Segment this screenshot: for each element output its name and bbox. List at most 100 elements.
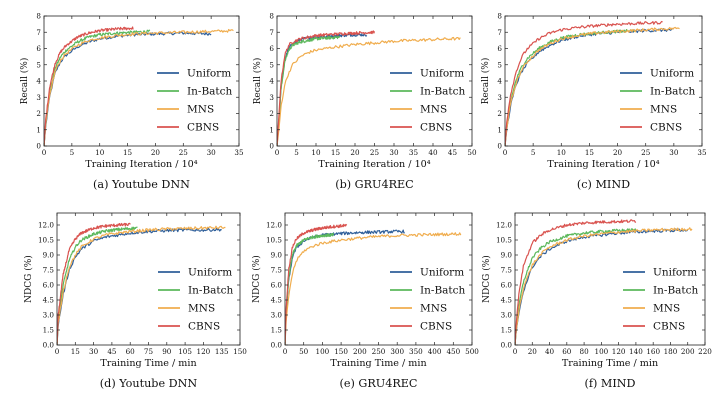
y-tick-label: 6 bbox=[497, 44, 502, 53]
y-tick-label: 0.0 bbox=[43, 341, 55, 350]
y-tick-label: 10.5 bbox=[496, 236, 512, 245]
subplot-caption: (f) MIND bbox=[584, 377, 635, 390]
chart-panel: 0 5 10 15 20 25 30 35 0 1 2 3 4 5 6 7 8 Training Iteratio… bbox=[19, 12, 244, 192]
y-tick-label: 6.0 bbox=[271, 281, 283, 290]
x-tick-label: 35 bbox=[697, 148, 707, 157]
y-tick-label: 3 bbox=[497, 93, 502, 102]
x-axis-label: Training Time / min bbox=[100, 358, 196, 369]
y-tick-label: 0.0 bbox=[501, 341, 513, 350]
series-line bbox=[515, 228, 637, 345]
x-axis-label: Training Iteration / 10⁴ bbox=[85, 159, 197, 170]
x-tick-label: 350 bbox=[409, 347, 423, 356]
y-tick-label: 6 bbox=[36, 44, 41, 53]
legend-label: CBNS bbox=[188, 321, 220, 333]
x-tick-label: 100 bbox=[316, 347, 330, 356]
y-tick-label: 4.5 bbox=[501, 296, 513, 305]
legend-label: MNS bbox=[187, 104, 214, 116]
x-tick-label: 100 bbox=[595, 347, 609, 356]
y-tick-label: 1.5 bbox=[501, 326, 513, 335]
x-tick-label: 140 bbox=[629, 347, 643, 356]
x-tick-label: 40 bbox=[545, 347, 555, 356]
x-axis-label: Training Iteration / 10⁴ bbox=[318, 159, 430, 170]
x-tick-label: 45 bbox=[448, 148, 458, 157]
series-line bbox=[277, 30, 376, 146]
y-tick-label: 10.5 bbox=[266, 236, 282, 245]
x-tick-label: 30 bbox=[207, 148, 217, 157]
x-tick-label: 25 bbox=[641, 148, 651, 157]
x-tick-label: 0 bbox=[513, 347, 518, 356]
y-tick-label: 7 bbox=[269, 28, 274, 37]
series-line bbox=[277, 35, 340, 146]
x-tick-label: 75 bbox=[144, 347, 154, 356]
y-tick-label: 0 bbox=[36, 142, 41, 151]
y-tick-label: 0.0 bbox=[271, 341, 283, 350]
y-tick-label: 6.0 bbox=[501, 281, 513, 290]
x-tick-label: 60 bbox=[562, 347, 572, 356]
x-tick-label: 150 bbox=[233, 347, 247, 356]
x-tick-label: 0 bbox=[283, 347, 288, 356]
y-axis-label: NDCG (%) bbox=[251, 255, 262, 303]
subplot-caption: (d) Youtube DNN bbox=[100, 377, 198, 390]
y-tick-label: 5 bbox=[36, 60, 41, 69]
y-tick-label: 4 bbox=[497, 77, 502, 86]
x-tick-label: 220 bbox=[698, 347, 712, 356]
legend-label: In-Batch bbox=[187, 86, 233, 98]
y-tick-label: 4.5 bbox=[43, 296, 55, 305]
legend-label: In-Batch bbox=[650, 86, 696, 98]
x-tick-label: 80 bbox=[580, 347, 590, 356]
y-axis-label: NDCG (%) bbox=[23, 255, 34, 303]
chart-panel: 0 20 40 60 80 100 120 140 160 180 200 220 0.0 1.5 3.0 4… bbox=[481, 212, 712, 390]
series-line bbox=[505, 29, 636, 146]
y-tick-label: 2 bbox=[36, 109, 41, 118]
x-tick-label: 20 bbox=[528, 347, 538, 356]
legend-label: CBNS bbox=[420, 122, 452, 134]
x-tick-label: 105 bbox=[178, 347, 192, 356]
chart-panel: 0 50 100 150 200 250 300 350 400 450 500 0.0 1.5 3.0 4… bbox=[251, 212, 479, 390]
series-line bbox=[57, 222, 131, 345]
y-tick-label: 6.0 bbox=[43, 281, 55, 290]
legend-label: Uniform bbox=[653, 267, 697, 279]
y-axis-label: Recall (%) bbox=[252, 58, 263, 105]
y-tick-label: 12.0 bbox=[38, 221, 54, 230]
y-tick-label: 1 bbox=[269, 125, 274, 134]
x-tick-label: 90 bbox=[162, 347, 172, 356]
y-tick-label: 3.0 bbox=[271, 311, 283, 320]
y-tick-label: 7.5 bbox=[501, 266, 513, 275]
y-tick-label: 1 bbox=[497, 125, 502, 134]
x-tick-label: 10 bbox=[311, 148, 321, 157]
y-tick-label: 3 bbox=[269, 93, 274, 102]
y-tick-label: 10.5 bbox=[38, 236, 54, 245]
x-tick-label: 0 bbox=[275, 148, 280, 157]
y-tick-label: 7.5 bbox=[43, 266, 55, 275]
x-tick-label: 135 bbox=[215, 347, 229, 356]
y-tick-label: 3.0 bbox=[501, 311, 513, 320]
legend-label: CBNS bbox=[650, 122, 682, 134]
y-tick-label: 4.5 bbox=[271, 296, 283, 305]
y-tick-label: 9.0 bbox=[43, 251, 55, 260]
x-tick-label: 15 bbox=[71, 347, 81, 356]
legend-label: MNS bbox=[188, 303, 215, 315]
x-tick-label: 30 bbox=[389, 148, 399, 157]
series-line bbox=[44, 26, 134, 146]
x-tick-label: 450 bbox=[446, 347, 460, 356]
subplot-caption: (c) MIND bbox=[577, 178, 630, 191]
legend-label: In-Batch bbox=[420, 86, 466, 98]
legend-label: Uniform bbox=[420, 267, 464, 279]
x-axis-label: Training Time / min bbox=[330, 358, 426, 369]
y-tick-label: 8 bbox=[36, 12, 41, 21]
y-tick-label: 4 bbox=[36, 77, 41, 86]
x-tick-label: 5 bbox=[531, 148, 536, 157]
x-axis-label: Training Time / min bbox=[562, 358, 658, 369]
series-line bbox=[505, 20, 663, 146]
x-tick-label: 200 bbox=[681, 347, 695, 356]
chart-panel: 0 5 10 15 20 25 30 35 0 1 2 3 4 5 6 7 8 Training Iteratio… bbox=[480, 12, 707, 192]
y-tick-label: 0 bbox=[497, 142, 502, 151]
y-tick-label: 8 bbox=[497, 12, 502, 21]
y-tick-label: 8 bbox=[269, 12, 274, 21]
legend-label: CBNS bbox=[653, 321, 685, 333]
x-tick-label: 15 bbox=[331, 148, 341, 157]
x-tick-label: 25 bbox=[370, 148, 380, 157]
x-tick-label: 30 bbox=[89, 347, 99, 356]
